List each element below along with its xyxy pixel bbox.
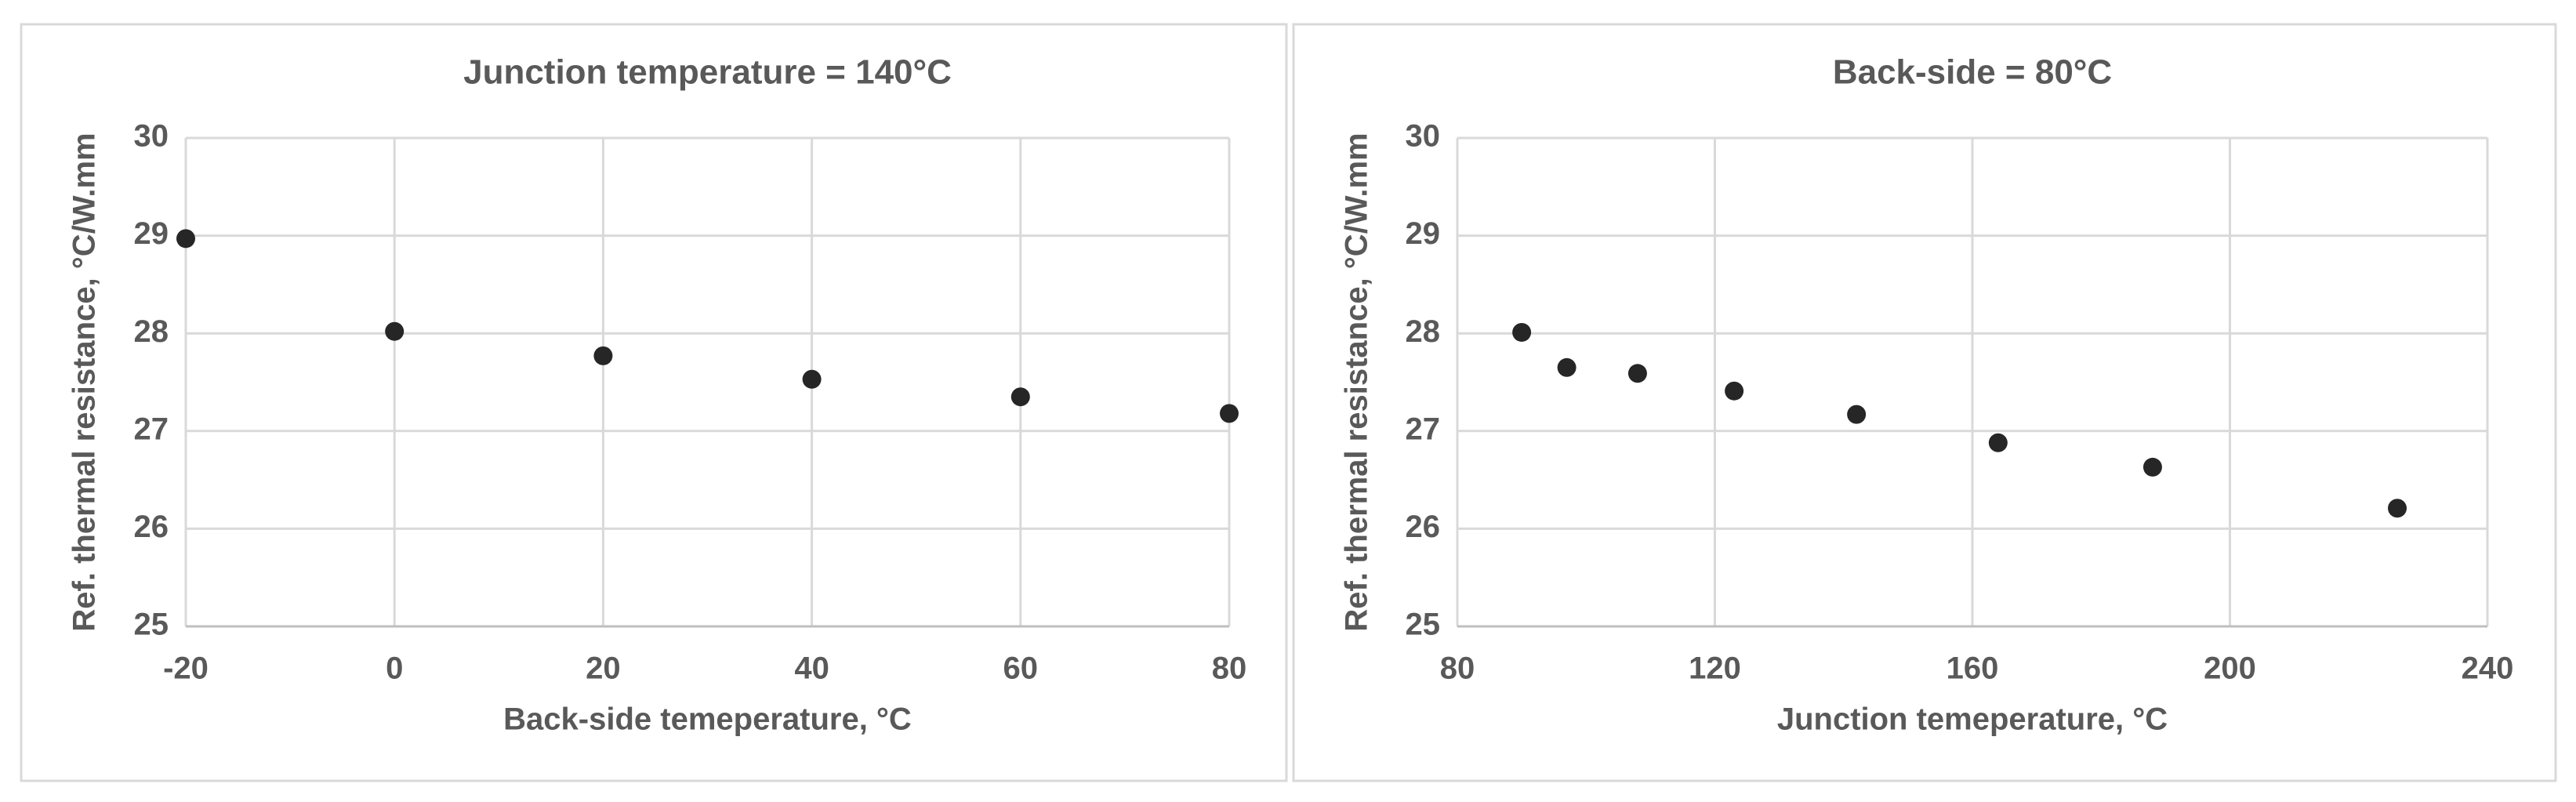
data-point — [1220, 404, 1239, 423]
data-point — [176, 229, 195, 249]
panel-border — [1292, 23, 2557, 782]
x-tick-label: 40 — [794, 651, 829, 686]
data-point — [1725, 381, 1744, 401]
data-point — [593, 346, 613, 365]
x-tick-label: 240 — [2462, 651, 2514, 686]
data-point — [2388, 499, 2407, 518]
y-tick-label: 26 — [134, 510, 169, 544]
x-axis-title: Junction temeperature, °C — [1777, 702, 2168, 737]
x-tick-label: 80 — [1212, 651, 1247, 686]
x-tick-label: 0 — [386, 651, 403, 686]
y-tick-label: 25 — [1406, 608, 1441, 642]
y-tick-label: 28 — [1406, 314, 1441, 349]
y-axis-title: Ref. thermal resistance, °C/W.mm — [67, 132, 102, 631]
x-axis-title: Back-side temeperature, °C — [503, 702, 912, 737]
x-tick-label: 20 — [586, 651, 621, 686]
data-point — [385, 321, 405, 341]
data-point — [1557, 357, 1576, 377]
y-tick-label: 30 — [134, 119, 169, 154]
y-tick-label: 29 — [1406, 216, 1441, 251]
data-point — [1988, 433, 2008, 452]
y-tick-label: 25 — [134, 608, 169, 642]
y-axis-title: Ref. thermal resistance, °C/W.mm — [1340, 132, 1374, 631]
y-tick-label: 27 — [1406, 412, 1441, 446]
y-tick-label: 29 — [134, 216, 169, 251]
y-tick-label: 30 — [1406, 119, 1441, 154]
y-tick-label: 28 — [134, 314, 169, 349]
chart-title: Back-side = 80°C — [1833, 53, 2112, 92]
y-tick-label: 27 — [134, 412, 169, 446]
x-tick-label: 60 — [1003, 651, 1039, 686]
data-point — [1512, 322, 1532, 342]
panel-border — [20, 23, 1288, 782]
data-point — [1847, 405, 1867, 424]
x-tick-label: 80 — [1440, 651, 1475, 686]
x-tick-label: -20 — [163, 651, 209, 686]
data-point — [1627, 364, 1647, 383]
data-point — [1010, 387, 1030, 407]
data-point — [802, 369, 822, 389]
x-tick-label: 200 — [2204, 651, 2256, 686]
data-point — [2142, 457, 2162, 477]
y-tick-label: 26 — [1406, 510, 1441, 544]
x-tick-label: 120 — [1689, 651, 1741, 686]
chart-title: Junction temperature = 140°C — [463, 53, 952, 92]
x-tick-label: 160 — [1947, 651, 1999, 686]
